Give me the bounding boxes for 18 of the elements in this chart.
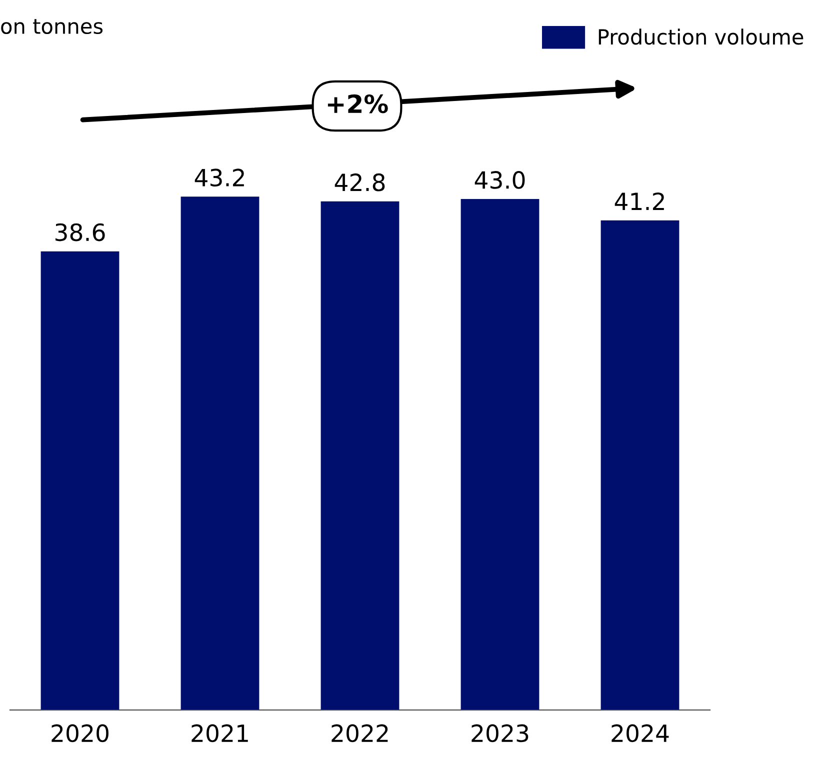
bar xyxy=(40,251,120,710)
text: +2% xyxy=(328,94,388,114)
bar xyxy=(180,196,260,710)
x-tick-label: 2023 xyxy=(472,724,528,742)
x-tick-label: 2021 xyxy=(192,724,248,742)
legend-label: Production voloume xyxy=(598,28,804,45)
text: on tonnes xyxy=(1,19,103,34)
x-tick-label: 2020 xyxy=(52,724,108,742)
data-label: 38.6 xyxy=(56,223,105,242)
bar xyxy=(460,199,540,710)
bar xyxy=(600,220,680,710)
data-label: 41.2 xyxy=(614,192,664,210)
data-label: 42.8 xyxy=(334,173,385,192)
data-label: 43.0 xyxy=(474,171,525,189)
x-tick-label: 2022 xyxy=(332,724,388,742)
x-tick-label: 2024 xyxy=(612,724,669,742)
data-label: 43.2 xyxy=(194,168,244,187)
bar xyxy=(320,201,400,710)
